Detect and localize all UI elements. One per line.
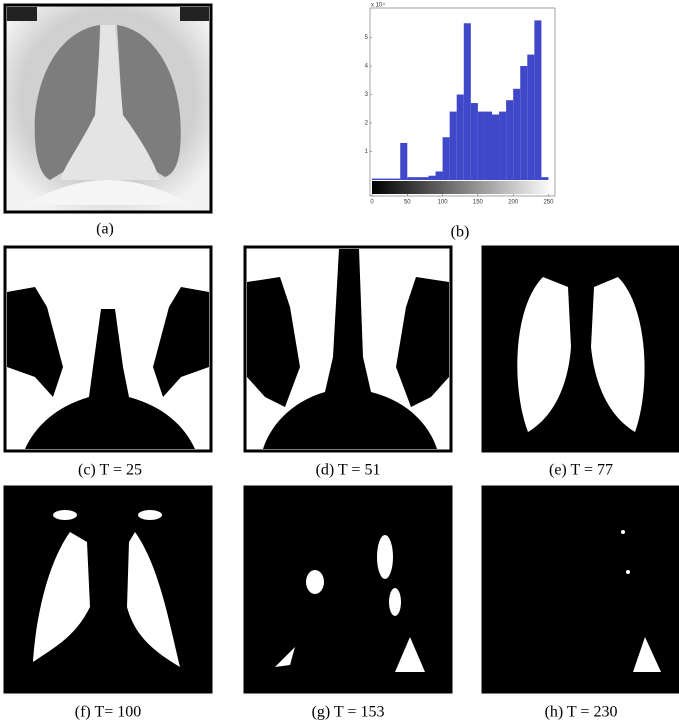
y-tick-label: 2 — [365, 121, 369, 127]
histogram-bar — [513, 88, 521, 180]
histogram-bar — [506, 100, 514, 180]
histogram-bar — [379, 178, 387, 180]
caption: (a) — [96, 221, 114, 238]
histogram-bar — [400, 142, 408, 180]
histogram-bar — [421, 177, 429, 180]
x-tick-label: 150 — [473, 200, 484, 206]
histogram-bar — [435, 171, 443, 180]
histogram-bar — [449, 111, 457, 180]
histogram-bar — [456, 94, 464, 180]
x-tick-label: 100 — [438, 200, 449, 206]
caption: (e) T = 77 — [549, 462, 613, 479]
histogram-bar — [386, 178, 394, 180]
x-tick-label: 0 — [370, 200, 374, 206]
caption: (h) T = 230 — [545, 704, 618, 721]
binary-image — [3, 485, 213, 694]
histogram-bar — [527, 54, 535, 180]
binary-image — [243, 245, 453, 453]
y-tick-label: 3 — [365, 92, 369, 98]
histogram-bar — [534, 20, 542, 181]
histogram-bar — [414, 177, 422, 180]
histogram-bar — [463, 23, 471, 180]
caption: (b) — [451, 224, 470, 241]
histogram-bar — [470, 103, 478, 180]
histogram-bar — [541, 177, 549, 180]
binary-image — [243, 485, 453, 694]
binary-image — [481, 245, 679, 453]
histogram-bar — [492, 114, 500, 180]
y-tick-label: 5 — [365, 35, 369, 41]
binary-image — [3, 245, 213, 453]
histogram-bar — [484, 111, 492, 180]
y-tick-label: 1 — [365, 149, 369, 155]
x-tick-label: 250 — [543, 200, 554, 206]
caption: (f) T= 100 — [75, 704, 142, 721]
x-tick-label: 50 — [404, 200, 411, 206]
binary-image — [481, 485, 679, 694]
caption: (c) T = 25 — [78, 462, 142, 479]
caption: (d) T = 51 — [316, 462, 381, 479]
x-tick-label: 200 — [508, 200, 519, 206]
caption: (g) T = 153 — [312, 704, 385, 721]
histogram-bar — [442, 137, 450, 180]
scale-label: x 10⁴ — [371, 2, 385, 9]
y-tick-label: 4 — [365, 64, 369, 70]
histogram-bar — [520, 66, 528, 180]
histogram-bar — [428, 175, 436, 180]
histogram-bar — [407, 177, 415, 180]
histogram-bar — [499, 111, 507, 180]
histogram-bar — [372, 178, 380, 180]
histogram-bar — [477, 111, 485, 180]
histogram-bar — [393, 178, 401, 180]
xray-image — [3, 3, 213, 214]
